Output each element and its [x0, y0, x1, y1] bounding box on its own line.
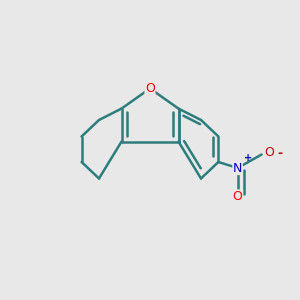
Text: O: O	[145, 82, 155, 95]
Text: +: +	[244, 153, 252, 163]
Text: -: -	[278, 146, 283, 160]
Text: O: O	[265, 146, 275, 160]
Text: N: N	[233, 161, 242, 175]
Text: O: O	[233, 190, 242, 203]
